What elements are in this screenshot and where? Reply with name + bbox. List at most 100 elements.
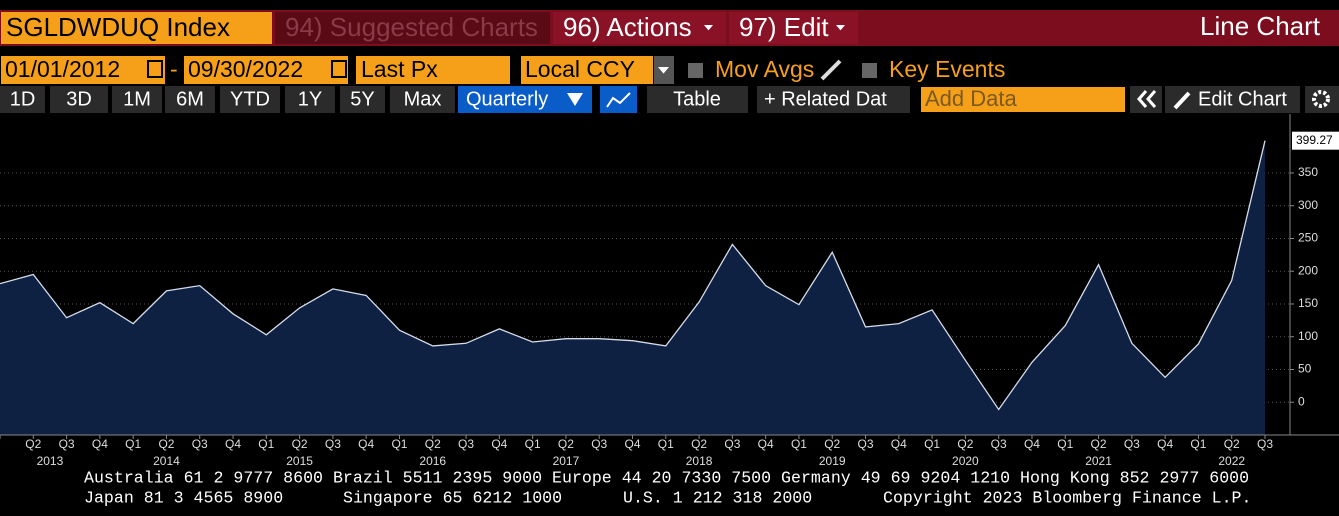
- x-tick-label: Q4: [92, 437, 108, 451]
- x-year-label: 2016: [419, 454, 446, 468]
- collapse-icon: [1137, 90, 1148, 108]
- y-tick-label: 350: [1298, 165, 1318, 179]
- x-tick-label: Q2: [425, 437, 441, 451]
- period-button[interactable]: [390, 86, 455, 113]
- period-button[interactable]: [50, 86, 108, 113]
- settings-button[interactable]: [1305, 86, 1339, 113]
- menu-button[interactable]: [553, 12, 726, 44]
- x-year-label: 2019: [819, 454, 846, 468]
- ticker: SGLDWDUQ Index: [6, 12, 230, 42]
- dropdown-arrow: [704, 25, 713, 31]
- calendar-icon: [147, 60, 163, 78]
- menu-button[interactable]: [275, 12, 550, 44]
- period-label: 1M: [123, 88, 151, 110]
- x-tick-label: Q4: [624, 437, 640, 451]
- line: [0, 140, 1266, 411]
- ticker-box[interactable]: [1, 12, 272, 44]
- control-text: 09/30/2022: [188, 56, 303, 82]
- period-button[interactable]: [340, 86, 385, 113]
- period-label: Max: [404, 88, 442, 110]
- y-tick-label: 50: [1298, 362, 1312, 376]
- x-year-label: 2022: [1218, 454, 1245, 468]
- x-tick-label: Q2: [558, 437, 574, 451]
- input-field[interactable]: [356, 56, 510, 84]
- x-tick-label: Q3: [1124, 437, 1140, 451]
- related-button[interactable]: [757, 86, 910, 113]
- input-field[interactable]: [521, 56, 653, 84]
- x-year-label: 2021: [1085, 454, 1112, 468]
- last-value-box: [1292, 131, 1339, 150]
- period-label: YTD: [230, 88, 270, 110]
- x-tick-label: Q3: [325, 437, 341, 451]
- x-tick-label: Q2: [1224, 437, 1240, 451]
- input-field[interactable]: [184, 56, 348, 84]
- last-value-label: 399.27: [1296, 133, 1333, 147]
- add-data-placeholder: Add Data: [925, 86, 1017, 111]
- menu-label: 97) Edit: [739, 12, 829, 42]
- footer-text: Australia 61 2 9777 8600 Brazil 5511 239…: [84, 468, 1249, 487]
- y-tick-label: 300: [1298, 198, 1318, 212]
- x-tick-label: Q3: [858, 437, 874, 451]
- checkbox[interactable]: [688, 63, 703, 78]
- x-tick-label: Q3: [1257, 437, 1273, 451]
- x-tick-label: Q3: [458, 437, 474, 451]
- x-tick-label: Q3: [591, 437, 607, 451]
- add-data-field[interactable]: [921, 87, 1125, 112]
- x-tick-label: Q4: [491, 437, 507, 451]
- x-tick-label: Q1: [258, 437, 274, 451]
- x-year-label: 2013: [37, 454, 64, 468]
- control-text: Local CCY: [525, 56, 635, 82]
- y-tick-label: 150: [1298, 296, 1318, 310]
- period-button[interactable]: [0, 86, 45, 113]
- edit-chart-button[interactable]: [1165, 86, 1300, 113]
- pencil-icon: [820, 59, 842, 81]
- window-title: Line Chart: [1200, 11, 1321, 41]
- x-tick-label: Q1: [1190, 437, 1206, 451]
- table-button[interactable]: [647, 86, 748, 113]
- x-year-label: 2018: [686, 454, 713, 468]
- x-tick-label: Q2: [1091, 437, 1107, 451]
- x-tick-label: Q4: [358, 437, 374, 451]
- period-button[interactable]: [285, 86, 335, 113]
- footer-text: U.S. 1 212 318 2000: [623, 488, 812, 507]
- x-tick-label: Q1: [791, 437, 807, 451]
- menu-button[interactable]: [729, 12, 858, 44]
- dropdown-arrow: [658, 67, 669, 74]
- x-tick-label: Q1: [391, 437, 407, 451]
- menu-label: 94) Suggested Charts: [285, 12, 538, 42]
- x-tick-label: Q2: [292, 437, 308, 451]
- x-tick-label: Q1: [1057, 437, 1073, 451]
- x-tick-label: Q4: [758, 437, 774, 451]
- x-tick-label: Q3: [59, 437, 75, 451]
- footer-text: Japan 81 3 4565 8900: [84, 488, 283, 507]
- control-text: Last Px: [361, 56, 438, 82]
- checkbox[interactable]: [862, 63, 877, 78]
- x-tick-label: Q2: [691, 437, 707, 451]
- frequency-button[interactable]: [458, 86, 592, 113]
- x-tick-label: Q2: [824, 437, 840, 451]
- x-tick-label: Q4: [1024, 437, 1040, 451]
- input-field[interactable]: [1, 56, 165, 84]
- period-button[interactable]: [112, 86, 162, 113]
- y-tick-label: 200: [1298, 263, 1318, 277]
- collapse-button[interactable]: [1130, 86, 1162, 113]
- period-button[interactable]: [220, 86, 280, 113]
- x-tick-label: Q3: [192, 437, 208, 451]
- area: [0, 140, 1265, 435]
- x-tick-label: Q2: [25, 437, 41, 451]
- footer-text: Copyright 2023 Bloomberg Finance L.P.: [883, 488, 1251, 507]
- x-tick-label: Q4: [225, 437, 241, 451]
- control-text: 01/01/2012: [5, 56, 120, 82]
- x-year-label: 2014: [153, 454, 180, 468]
- x-tick-label: Q1: [658, 437, 674, 451]
- period-button[interactable]: [165, 86, 215, 113]
- menu-label: 96) Actions: [563, 12, 692, 42]
- control-text: Key Events: [889, 56, 1005, 82]
- x-year-label: 2017: [553, 454, 580, 468]
- control-text: -: [170, 56, 178, 82]
- control-text: Mov Avgs: [715, 56, 814, 82]
- x-year-label: 2020: [952, 454, 979, 468]
- edit-chart-label: Edit Chart: [1198, 88, 1287, 110]
- chart-type-button[interactable]: [600, 86, 637, 113]
